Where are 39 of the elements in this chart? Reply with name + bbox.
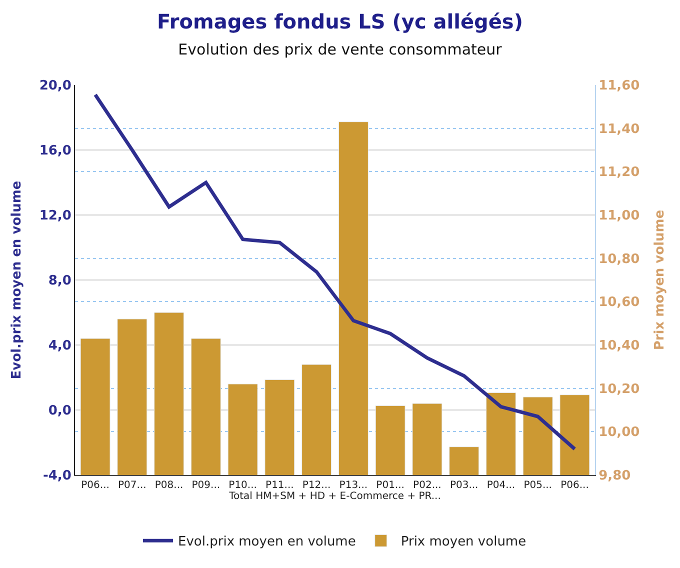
y-tick-label: 4,0 (48, 338, 72, 354)
y-tick-label: 8,0 (48, 274, 72, 289)
y2-tick-label: 11,20 (598, 165, 640, 180)
x-tick-label: P06... (560, 480, 589, 491)
y-tick-label: 16,0 (39, 144, 72, 159)
x-tick-label: P08... (154, 480, 184, 491)
y-tick-label: 20,0 (39, 78, 72, 94)
y-tick-label: -4,0 (42, 468, 72, 484)
chart-title: Fromages fondus LS (yc allégés) (157, 9, 523, 34)
x-tick-label: P05... (524, 480, 552, 491)
y2-tick-label: 10,60 (598, 295, 640, 310)
y2-tick-label: 11,40 (598, 122, 640, 137)
x-axis-title: Total HM+SM + HD + E-Commerce + PR... (228, 491, 441, 502)
x-tick-label: P11... (266, 480, 294, 491)
x-tick-label: P07... (118, 480, 146, 491)
y2-tick-label: 9,80 (598, 468, 631, 484)
y2-tick-label: 11,00 (598, 208, 640, 224)
y2-tick-label: 11,60 (598, 78, 640, 94)
legend-label: Evol.prix moyen en volume (178, 534, 356, 550)
y2-tick-label: 10,40 (598, 338, 640, 354)
x-tick-label: P09... (192, 480, 220, 491)
x-tick-label: P13... (339, 480, 368, 491)
x-tick-label: P10... (228, 480, 257, 491)
chart-subtitle: Evolution des prix de vente consommateur (178, 40, 503, 58)
y2-tick-label: 10,20 (598, 382, 640, 397)
y2-tick-label: 10,80 (598, 252, 640, 267)
y2-tick-label: 10,00 (598, 425, 640, 440)
x-tick-label: P12... (302, 480, 331, 491)
x-tick-label: P06... (81, 480, 110, 491)
y-tick-label: 0,0 (48, 404, 72, 419)
legend-label: Prix moyen volume (400, 534, 526, 550)
x-tick-label: P03... (450, 480, 478, 491)
x-tick-label: P02... (413, 480, 442, 491)
x-tick-label: P04... (486, 480, 516, 491)
line-series (94, 93, 576, 451)
y-axis-title: Evol.prix moyen en volume (9, 180, 24, 380)
y-tick-label: 12,0 (39, 208, 72, 224)
y2-axis-title: Prix moyen volume (652, 210, 668, 350)
x-tick-label: P01... (376, 480, 404, 491)
